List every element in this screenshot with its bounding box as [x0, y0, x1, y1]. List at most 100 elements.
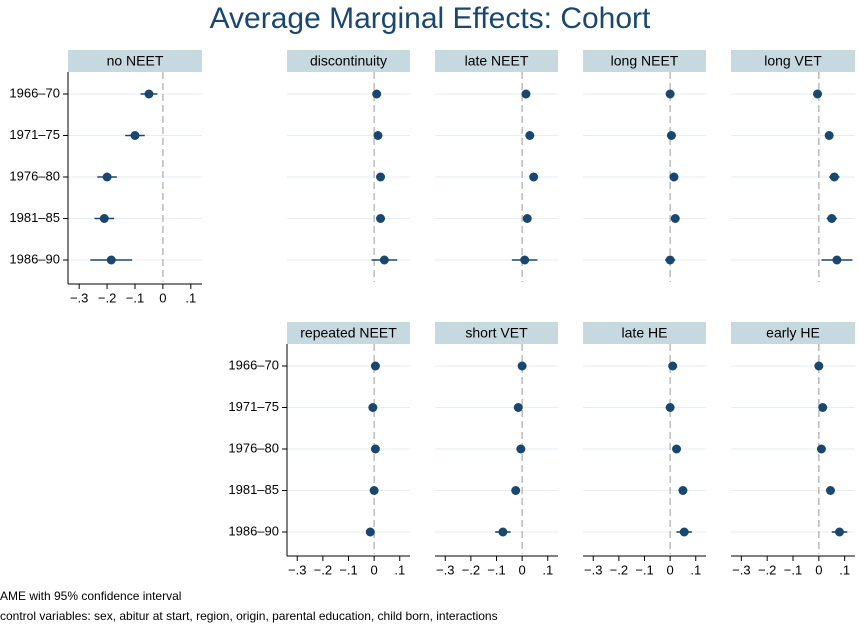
x-tick-label: −.3 [70, 290, 88, 305]
x-tick-label: .1 [394, 562, 405, 577]
x-tick-label: −.1 [126, 290, 144, 305]
point [511, 486, 521, 495]
x-tick-label: −.2 [98, 290, 116, 305]
point [813, 89, 823, 99]
y-tick-label: 1966–70 [9, 85, 60, 100]
point [368, 403, 378, 412]
y-tick-label: 1971–75 [9, 127, 60, 142]
x-tick-label: −.2 [462, 562, 480, 577]
point [522, 214, 532, 223]
point [521, 89, 531, 99]
point [370, 444, 380, 454]
point [106, 255, 116, 265]
point [520, 255, 530, 265]
y-tick-label: 1981–85 [228, 482, 279, 497]
point [825, 486, 835, 495]
x-tick-label: −.3 [436, 562, 454, 577]
point [369, 486, 379, 495]
y-tick-label: 1981–85 [9, 210, 60, 225]
point [665, 255, 675, 265]
x-tick-label: −.2 [758, 562, 776, 577]
x-tick-label: 0 [815, 562, 822, 577]
x-tick-label: −.2 [314, 562, 332, 577]
x-tick-label: .1 [839, 562, 850, 577]
point [672, 444, 682, 454]
point [669, 172, 679, 182]
point [372, 89, 382, 99]
panel-header [731, 50, 855, 72]
point [832, 255, 842, 265]
point [835, 527, 844, 537]
y-tick-label: 1986–90 [9, 251, 60, 266]
point [814, 361, 824, 371]
point [829, 172, 839, 182]
point [678, 486, 688, 495]
panel-header [287, 50, 410, 72]
x-tick-label: −.1 [339, 562, 357, 577]
panel-header [435, 322, 558, 344]
y-tick-label: 1966–70 [228, 357, 279, 372]
point [370, 361, 380, 371]
point [99, 214, 109, 223]
panel-title: late NEET [465, 53, 529, 69]
point [827, 214, 837, 223]
point [529, 172, 539, 182]
point [517, 361, 527, 371]
point [665, 403, 675, 412]
panel-title: repeated NEET [300, 325, 397, 341]
chart-title: Average Marginal Effects: Cohort [210, 2, 651, 35]
point [525, 131, 535, 140]
y-tick-label: 1986–90 [228, 523, 279, 538]
x-tick-label: −.1 [784, 562, 802, 577]
x-tick-label: −.3 [732, 562, 750, 577]
point [824, 131, 834, 140]
x-tick-label: −.2 [610, 562, 628, 577]
point [818, 403, 828, 412]
note: AME with 95% confidence interval [0, 589, 181, 603]
point [365, 527, 375, 537]
panel-header [731, 322, 855, 344]
panel-title: early HE [766, 325, 820, 341]
point [102, 172, 112, 182]
point [376, 214, 386, 223]
x-tick-label: .1 [185, 290, 196, 305]
x-tick-label: −.1 [487, 562, 505, 577]
point [670, 214, 680, 223]
y-tick-label: 1976–80 [228, 440, 279, 455]
point [130, 131, 140, 140]
point [665, 89, 675, 99]
panel-header [583, 322, 706, 344]
point [516, 444, 526, 454]
panel-title: short VET [465, 325, 528, 341]
point [668, 361, 678, 371]
x-tick-label: −.1 [635, 562, 653, 577]
x-tick-label: 0 [371, 562, 378, 577]
point [498, 527, 508, 537]
x-tick-label: 0 [519, 562, 526, 577]
y-tick-label: 1976–80 [9, 168, 60, 183]
point [144, 89, 154, 99]
point [679, 527, 689, 537]
x-tick-label: −.3 [288, 562, 306, 577]
point [379, 255, 389, 265]
panel-title: long NEET [611, 53, 679, 69]
x-tick-label: 0 [667, 562, 674, 577]
point [666, 131, 676, 140]
panel-title: discontinuity [310, 53, 387, 69]
point [816, 444, 826, 454]
x-tick-label: .1 [690, 562, 701, 577]
y-tick-label: 1971–75 [228, 399, 279, 414]
x-tick-label: −.3 [584, 562, 602, 577]
panel-header [583, 50, 706, 72]
point [376, 172, 386, 182]
x-tick-label: .1 [542, 562, 553, 577]
x-tick-label: 0 [159, 290, 166, 305]
panel-title: late HE [622, 325, 668, 341]
panel-header [68, 50, 202, 72]
note: control variables: sex, abitur at start,… [0, 609, 498, 623]
panel-title: no NEET [107, 53, 164, 69]
panel-header [435, 50, 558, 72]
